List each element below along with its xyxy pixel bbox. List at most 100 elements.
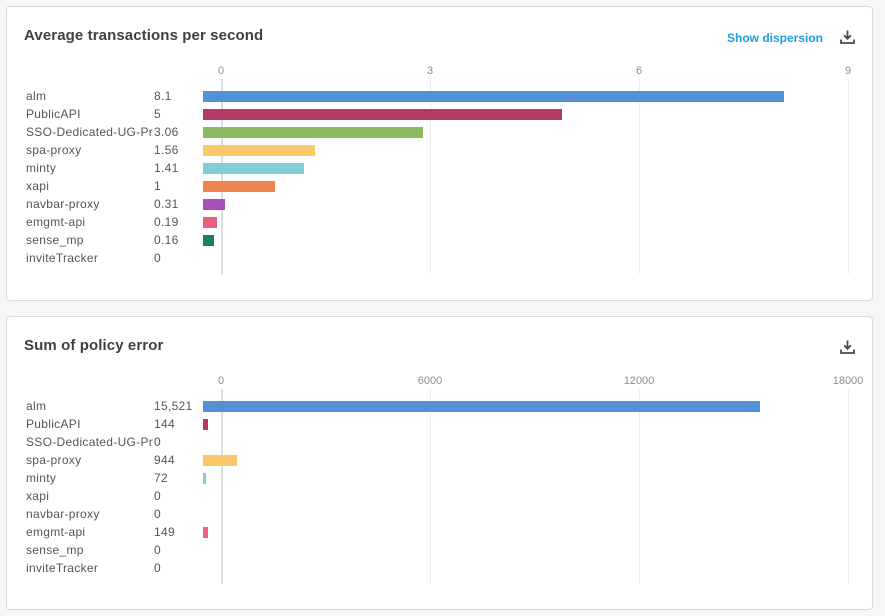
x-axis-tick-label: 6000 bbox=[417, 375, 443, 387]
chart-row: alm 8.1 bbox=[7, 87, 872, 105]
chart-row: inviteTracker 0 bbox=[7, 249, 872, 267]
bar-track bbox=[202, 90, 848, 102]
bar-track bbox=[202, 491, 848, 502]
bar-track bbox=[202, 509, 848, 520]
category-label: sense_mp bbox=[26, 543, 84, 557]
bar-track bbox=[202, 126, 848, 138]
bar-publicapi[interactable] bbox=[203, 418, 209, 430]
value-label: 0 bbox=[154, 251, 161, 265]
chart-row: PublicAPI 144 bbox=[7, 415, 872, 433]
show-dispersion-link[interactable]: Show dispersion bbox=[726, 30, 823, 45]
bar-alm[interactable] bbox=[203, 90, 785, 102]
bar-emgmt-api[interactable] bbox=[203, 526, 209, 538]
value-label: 72 bbox=[154, 471, 168, 485]
bar-publicapi[interactable] bbox=[203, 108, 562, 120]
x-axis-tick-label: 12000 bbox=[623, 375, 655, 387]
value-label: 1 bbox=[154, 179, 161, 193]
category-label: minty bbox=[26, 471, 57, 485]
bar-xapi[interactable] bbox=[203, 180, 275, 192]
chart-row: minty 72 bbox=[7, 469, 872, 487]
bar-spa-proxy[interactable] bbox=[203, 454, 237, 466]
download-icon bbox=[840, 340, 855, 354]
category-label: alm bbox=[26, 89, 47, 103]
category-label: spa-proxy bbox=[26, 143, 82, 157]
chart-row: SSO-Dedicated-UG-Pr… 0 bbox=[7, 433, 872, 451]
bar-sense-mp[interactable] bbox=[203, 234, 215, 246]
chart-row: PublicAPI 5 bbox=[7, 105, 872, 123]
category-label: navbar-proxy bbox=[26, 197, 100, 211]
panel-average-transactions: Average transactions per second Show dis… bbox=[6, 6, 873, 301]
bar-rows: alm 8.1 PublicAPI 5 SSO-Dedicated-UG-Pr… 3.06… bbox=[7, 87, 872, 267]
value-label: 1.56 bbox=[154, 143, 179, 157]
bar-track bbox=[202, 253, 848, 264]
chart-title: Sum of policy error bbox=[24, 337, 164, 354]
value-label: 3.06 bbox=[154, 125, 179, 139]
chart-body: alm 8.1 PublicAPI 5 SSO-Dedicated-UG-Pr… 3.06… bbox=[7, 79, 872, 274]
bar-emgmt-api[interactable] bbox=[203, 216, 217, 228]
download-icon bbox=[840, 30, 855, 44]
value-label: 944 bbox=[154, 453, 175, 467]
chart-row: sense_mp 0.16 bbox=[7, 231, 872, 249]
y-axis-line bbox=[220, 79, 223, 274]
category-label: PublicAPI bbox=[26, 417, 81, 431]
chart-row: emgmt-api 0.19 bbox=[7, 213, 872, 231]
chart-row: navbar-proxy 0.31 bbox=[7, 195, 872, 213]
category-label: SSO-Dedicated-UG-Pr… bbox=[26, 125, 154, 139]
bar-track bbox=[202, 437, 848, 448]
bar-spa-proxy[interactable] bbox=[203, 144, 315, 156]
value-label: 149 bbox=[154, 525, 175, 539]
bar-alm[interactable] bbox=[203, 400, 761, 412]
bar-track bbox=[202, 472, 848, 484]
bar-minty[interactable] bbox=[203, 162, 305, 174]
panel-header: Average transactions per second Show dis… bbox=[7, 7, 872, 47]
value-label: 0 bbox=[154, 489, 161, 503]
value-label: 0 bbox=[154, 561, 161, 575]
chart-title: Average transactions per second bbox=[24, 27, 264, 44]
category-label: inviteTracker bbox=[26, 251, 99, 265]
category-label: sense_mp bbox=[26, 233, 84, 247]
value-label: 1.41 bbox=[154, 161, 179, 175]
bar-minty[interactable] bbox=[203, 472, 206, 484]
bar-track bbox=[202, 234, 848, 246]
bar-track bbox=[202, 180, 848, 192]
chart-row: alm 15,521 bbox=[7, 397, 872, 415]
category-label: xapi bbox=[26, 179, 50, 193]
value-label: 0 bbox=[154, 507, 161, 521]
x-axis-tick-label: 18000 bbox=[832, 375, 864, 387]
chart-row: sense_mp 0 bbox=[7, 541, 872, 559]
download-button[interactable] bbox=[838, 28, 857, 47]
chart-row: spa-proxy 944 bbox=[7, 451, 872, 469]
x-axis: 0 6000 12000 18000 bbox=[217, 375, 863, 389]
gridline bbox=[847, 389, 849, 584]
category-label: xapi bbox=[26, 489, 50, 503]
x-axis-tick-label: 0 bbox=[217, 375, 225, 387]
category-label: minty bbox=[26, 161, 57, 175]
chart-row: xapi 1 bbox=[7, 177, 872, 195]
x-axis: 0 3 6 9 bbox=[218, 65, 852, 79]
value-label: 5 bbox=[154, 107, 161, 121]
panel-header: Sum of policy error bbox=[7, 317, 872, 357]
chart-row: emgmt-api 149 bbox=[7, 523, 872, 541]
bar-track bbox=[202, 526, 848, 538]
value-label: 144 bbox=[154, 417, 175, 431]
category-label: emgmt-api bbox=[26, 525, 86, 539]
bar-track bbox=[202, 545, 848, 556]
category-label: alm bbox=[26, 399, 47, 413]
bar-track bbox=[202, 454, 848, 466]
bar-chart-sum-policy-error: 0 6000 12000 18000 alm 15,521 PublicAPI 144 SSO… bbox=[7, 375, 872, 584]
value-label: 0 bbox=[154, 543, 161, 557]
gridline bbox=[429, 389, 431, 584]
category-label: inviteTracker bbox=[26, 561, 99, 575]
gridline bbox=[638, 79, 640, 274]
download-button[interactable] bbox=[838, 338, 857, 357]
value-label: 0.16 bbox=[154, 233, 179, 247]
bar-navbar-proxy[interactable] bbox=[203, 198, 226, 210]
bar-sso-dedicated-ug-pr-[interactable] bbox=[203, 126, 423, 138]
bar-track bbox=[202, 216, 848, 228]
category-label: navbar-proxy bbox=[26, 507, 100, 521]
category-label: PublicAPI bbox=[26, 107, 81, 121]
category-label: SSO-Dedicated-UG-Pr… bbox=[26, 435, 154, 449]
chart-row: inviteTracker 0 bbox=[7, 559, 872, 577]
x-axis-tick-label: 9 bbox=[844, 65, 852, 77]
